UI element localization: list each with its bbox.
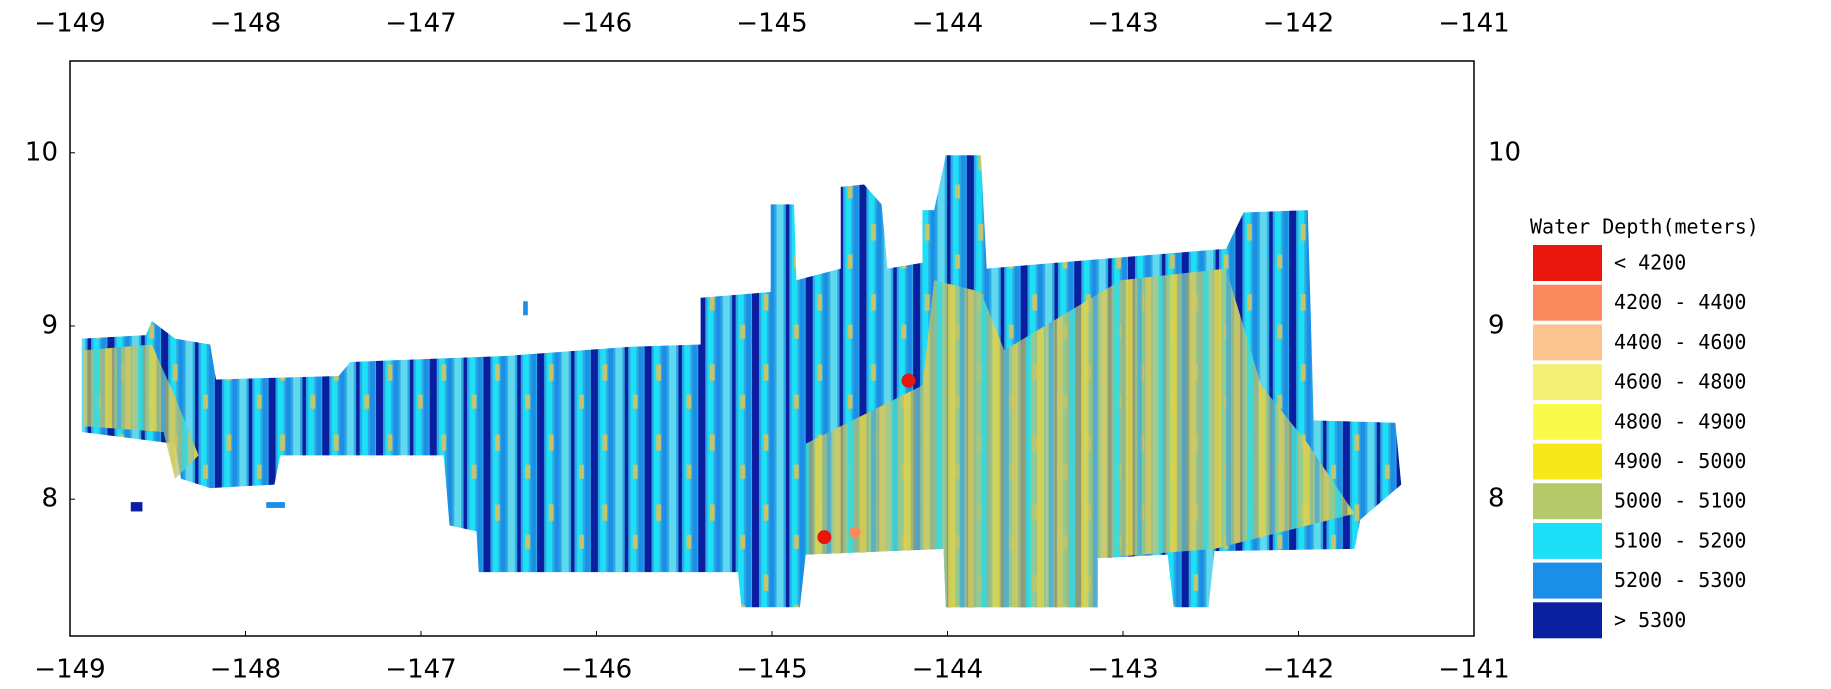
survey-fragment [131,502,143,511]
legend-label: 5200 - 5300 [1614,568,1746,592]
legend-label: 4800 - 4900 [1614,409,1746,433]
seamount [849,527,861,539]
legend-swatch [1533,602,1602,638]
y-tick-label-left: 9 [41,310,58,340]
x-tick-label-top: −146 [561,9,632,39]
x-tick-label-top: −148 [210,9,281,39]
legend-label: 4600 - 4800 [1614,370,1746,394]
x-tick-label-bottom: −142 [1263,655,1334,685]
x-tick-label-bottom: −141 [1438,655,1509,685]
y-tick-label-left: 10 [25,137,58,167]
legend-label: 4400 - 4600 [1614,330,1746,354]
legend-title: Water Depth(meters) [1530,215,1759,239]
legend-swatch [1533,364,1602,400]
survey-fragment [266,502,285,508]
legend-label: 4200 - 4400 [1614,290,1746,314]
x-tick-label-bottom: −147 [385,655,456,685]
legend-swatch [1533,444,1602,480]
legend-swatch [1533,404,1602,440]
x-tick-label-top: −143 [1087,9,1158,39]
x-tick-label-top: −144 [912,9,983,39]
y-tick-label-right: 8 [1488,484,1505,514]
seamount [817,530,831,544]
legend-swatch [1533,245,1602,281]
x-tick-label-top: −149 [34,9,105,39]
x-tick-label-bottom: −144 [912,655,983,685]
x-tick-label-bottom: −146 [561,655,632,685]
x-tick-label-bottom: −145 [736,655,807,685]
legend-swatch [1533,483,1602,519]
y-tick-label-right: 10 [1488,137,1521,167]
bathymetry [82,155,1402,607]
legend-label: 4900 - 5000 [1614,449,1746,473]
legend-swatch [1533,285,1602,321]
x-tick-label-top: −141 [1438,9,1509,39]
x-tick-label-bottom: −143 [1087,655,1158,685]
y-tick-label-left: 8 [41,484,58,514]
survey-fragment [523,301,528,315]
x-tick-label-top: −145 [736,9,807,39]
legend-swatch [1533,563,1602,599]
map-figure: Water Depth(meters) −149 −149 −148 −148 −147… [0,0,1831,689]
x-tick-label-bottom: −149 [34,655,105,685]
legend-label: 5100 - 5200 [1614,528,1746,552]
x-tick-label-top: −147 [385,9,456,39]
legend-label: < 4200 [1614,251,1686,275]
x-tick-label-bottom: −148 [210,655,281,685]
legend-label: > 5300 [1614,608,1686,632]
y-tick-label-right: 9 [1488,310,1505,340]
seamount [901,374,915,388]
legend-swatch [1533,324,1602,360]
x-tick-label-top: −142 [1263,9,1334,39]
legend-swatch [1533,523,1602,559]
legend-label: 5000 - 5100 [1614,489,1746,513]
